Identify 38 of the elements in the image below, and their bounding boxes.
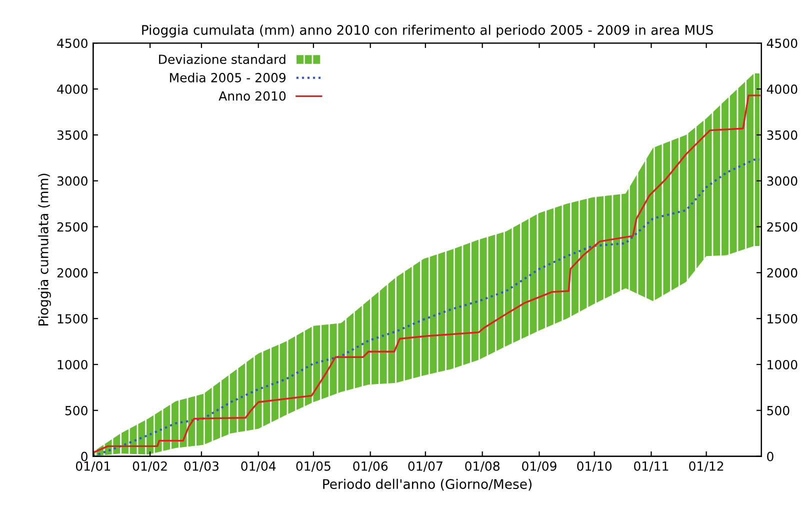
x-tick-label: 01/11	[634, 461, 668, 472]
legend-label: Anno 2010	[218, 91, 286, 101]
x-tick-label: 01/01	[76, 461, 110, 472]
y2-tick-label: 500	[767, 406, 790, 416]
y-tick-label: 1000	[58, 360, 88, 370]
x-axis-title: Periodo dell'anno (Giorno/Mese)	[323, 478, 532, 491]
x-tick-label: 01/09	[522, 461, 556, 472]
y2-tick-label: 2500	[767, 222, 798, 232]
y2-tick-label: 2000	[767, 268, 798, 278]
x-tick-label: 01/06	[353, 461, 388, 472]
y-tick-label: 0	[81, 452, 88, 462]
x-tick-label: 01/10	[577, 461, 612, 472]
y2-tick-label: 4500	[766, 38, 798, 48]
x-tick-label: 01/04	[241, 461, 276, 472]
x-tick-label: 01/12	[689, 461, 724, 472]
y-tick-label: 4500	[57, 38, 88, 48]
y-axis-title: Pioggia cumulata (mm)	[38, 174, 51, 326]
y-tick-label: 3500	[57, 130, 88, 140]
legend-label: Deviazione standard	[159, 54, 286, 64]
y-tick-label: 2500	[57, 222, 88, 232]
x-tick-label: 01/02	[132, 461, 167, 472]
x-tick-label: 01/03	[184, 461, 218, 472]
x-tick-label: 01/08	[465, 461, 500, 472]
y-tick-label: 2000	[57, 268, 88, 278]
legend-label: Media 2005 - 2009	[170, 72, 286, 82]
y2-tick-label: 1000	[768, 360, 798, 370]
y2-tick-label: 4000	[766, 84, 798, 94]
y2-tick-label: 3500	[767, 130, 798, 140]
y-tick-label: 4000	[57, 84, 88, 94]
x-tick-label: 01/07	[408, 461, 442, 472]
y2-tick-label: 0	[767, 452, 774, 462]
chart-title: Pioggia cumulata (mm) anno 2010 con riferimento al periodo 2005 - 2009 in area MUS	[142, 24, 713, 38]
y2-tick-label: 1500	[768, 314, 798, 324]
y2-tick-label: 3000	[767, 176, 798, 186]
y-tick-label: 3000	[57, 176, 88, 186]
x-tick-label: 01/05	[296, 461, 330, 472]
y-tick-label: 1500	[58, 314, 88, 324]
y-tick-label: 500	[65, 406, 88, 416]
